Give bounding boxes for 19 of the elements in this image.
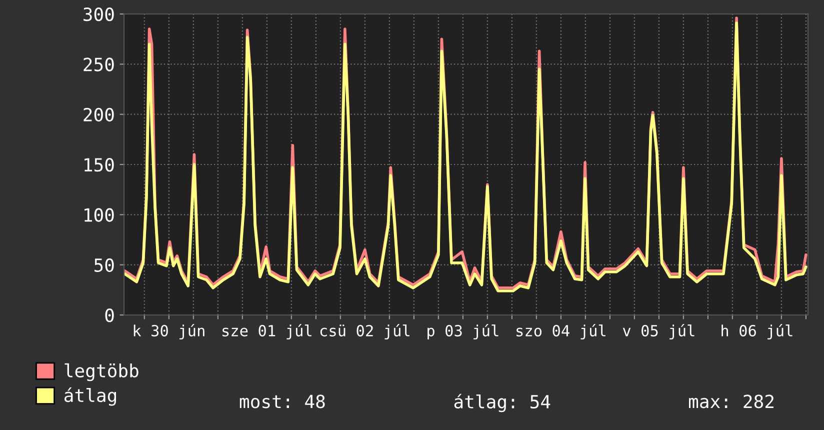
x-tick-label: sze 01 júl <box>222 324 312 340</box>
text: max: 282 <box>689 394 774 408</box>
legend-label: legtöbb <box>64 363 138 382</box>
text: most: 48 <box>240 394 325 408</box>
y-tick-label: 50 <box>94 258 114 272</box>
x-tick-label: v 05 júl <box>622 324 694 340</box>
y-tick-label: 200 <box>84 108 114 122</box>
y-tick-label: 150 <box>84 158 114 172</box>
x-tick-label: p 03 júl <box>428 324 498 340</box>
y-tick-label: 100 <box>84 208 114 222</box>
x-tick-label: k 30 jún <box>134 324 204 340</box>
y-tick-label: 250 <box>84 58 114 72</box>
y-tick-label: 0 <box>105 308 114 322</box>
text: átlag: 54 <box>454 394 550 412</box>
x-tick-label: szo 04 júl <box>516 324 606 340</box>
x-tick-label: h 06 júl <box>722 324 792 340</box>
x-tick-label: csü 02 júl <box>320 324 410 340</box>
y-tick-label: 300 <box>84 8 114 22</box>
legend-label: átlag <box>64 387 116 406</box>
